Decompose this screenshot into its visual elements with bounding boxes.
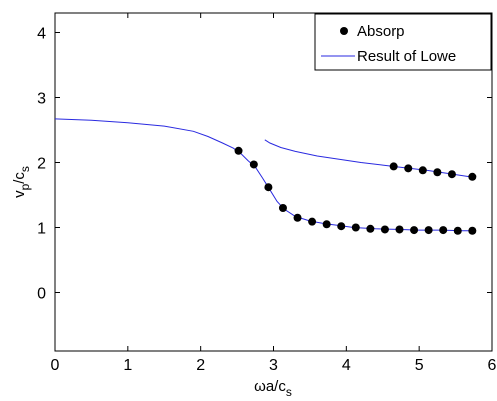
absorp-point bbox=[322, 220, 331, 229]
absorp-point bbox=[418, 166, 427, 175]
x-tick-label: 2 bbox=[196, 357, 205, 374]
lowe-curve bbox=[54, 118, 474, 232]
x-tick-label: 4 bbox=[342, 357, 351, 374]
absorp-point bbox=[410, 226, 419, 235]
x-tick-label: 0 bbox=[51, 357, 60, 374]
absorp-point bbox=[293, 213, 302, 222]
absorp-point bbox=[308, 217, 317, 226]
legend-box bbox=[314, 13, 492, 71]
absorp-point bbox=[337, 222, 346, 231]
y-tick-label: 2 bbox=[37, 156, 46, 173]
x-tick-label: 5 bbox=[415, 357, 424, 374]
legend-label-lowe: Result of Lowe bbox=[357, 48, 456, 65]
absorp-point bbox=[380, 225, 389, 234]
absorp-point bbox=[424, 226, 433, 235]
lowe-curve bbox=[264, 139, 474, 178]
y-tick-label: 4 bbox=[37, 26, 46, 43]
x-tick-label: 3 bbox=[269, 357, 278, 374]
legend: Absorp Result of Lowe bbox=[314, 13, 492, 71]
absorp-point bbox=[234, 146, 243, 155]
x-tick-label: 6 bbox=[488, 357, 497, 374]
absorp-point bbox=[433, 168, 442, 177]
absorp-point bbox=[264, 183, 273, 192]
series-layer bbox=[54, 118, 477, 235]
absorp-point bbox=[468, 172, 477, 181]
absorp-point bbox=[389, 162, 398, 171]
legend-label-absorp: Absorp bbox=[357, 23, 405, 40]
y-axis-label: vp/cs bbox=[11, 166, 32, 198]
x-axis-label: ωa/cs bbox=[254, 378, 292, 399]
ticks-layer: 0 1 2 3 4 5 6 0 1 2 3 4 bbox=[37, 13, 497, 374]
absorp-point bbox=[351, 223, 360, 232]
x-tick-label: 1 bbox=[123, 357, 132, 374]
absorp-point bbox=[278, 204, 287, 212]
legend-marker-absorp bbox=[340, 27, 348, 35]
absorp-point bbox=[468, 226, 477, 235]
y-tick-label: 1 bbox=[37, 221, 46, 238]
absorp-point bbox=[395, 225, 404, 234]
absorp-point bbox=[366, 224, 375, 233]
absorp-point bbox=[453, 226, 462, 235]
absorp-point bbox=[249, 160, 258, 169]
absorp-point bbox=[404, 164, 413, 173]
y-tick-label: 3 bbox=[37, 91, 46, 108]
absorp-point bbox=[447, 170, 456, 179]
y-tick-label: 0 bbox=[37, 286, 46, 303]
absorp-point bbox=[439, 226, 448, 235]
